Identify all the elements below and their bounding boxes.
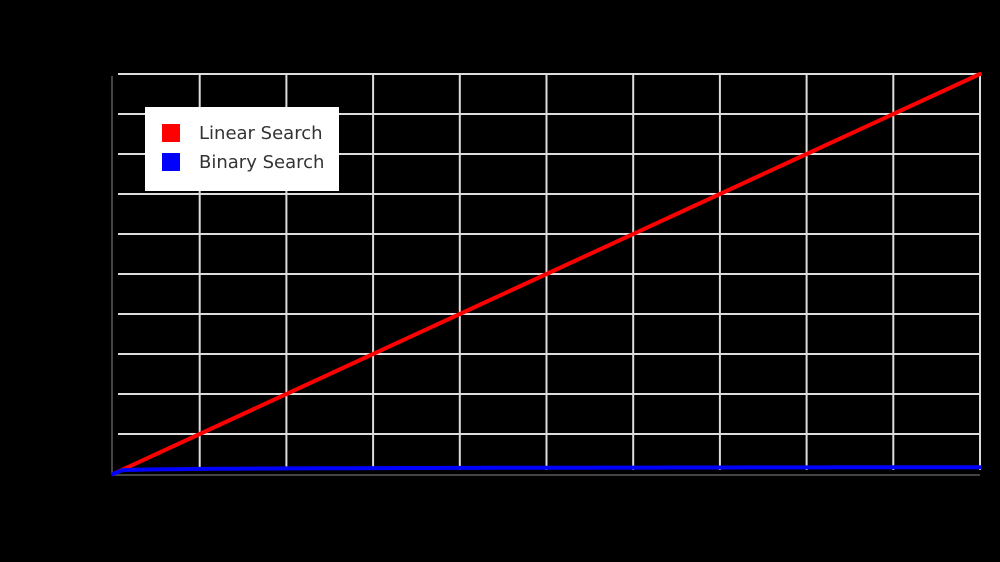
axes bbox=[111, 76, 980, 476]
series-line-linear-search bbox=[111, 72, 982, 476]
legend-label: Binary Search bbox=[199, 151, 325, 173]
legend-item-linear-search: Linear Search bbox=[162, 122, 323, 144]
legend-item-binary-search: Binary Search bbox=[162, 151, 325, 173]
legend-swatch-binary-search-icon bbox=[162, 153, 180, 171]
legend-swatch-linear-search-icon bbox=[162, 124, 180, 142]
series-line-binary-search bbox=[111, 465, 982, 476]
data-series bbox=[111, 72, 982, 476]
legend-label: Linear Search bbox=[199, 122, 323, 144]
legend: Linear Search Binary Search bbox=[145, 107, 339, 191]
